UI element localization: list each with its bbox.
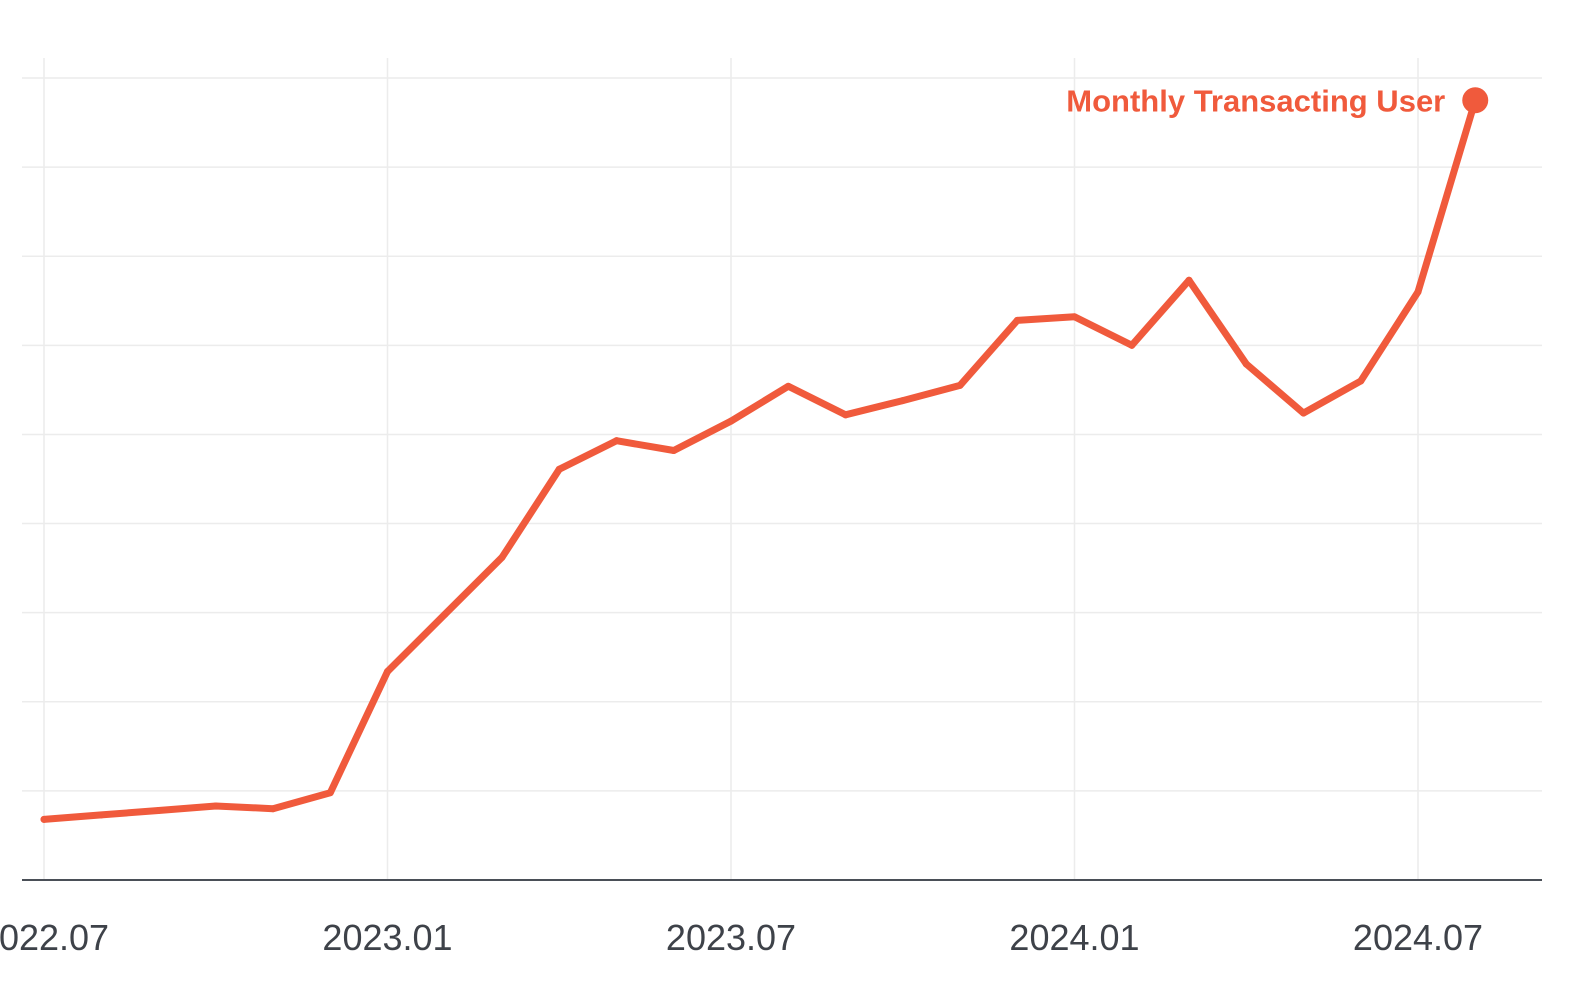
data-point xyxy=(1013,316,1021,324)
data-point xyxy=(155,806,162,814)
series-label: Monthly Transacting User xyxy=(1066,83,1445,118)
series-layer: Monthly Transacting User xyxy=(40,83,1489,823)
data-point xyxy=(40,815,48,823)
data-point xyxy=(1071,313,1078,321)
x-tick-label: 2024.01 xyxy=(1009,917,1139,958)
data-point xyxy=(97,811,105,819)
data-point xyxy=(1185,276,1193,284)
data-point xyxy=(727,417,735,425)
x-tick-label: 2023.01 xyxy=(322,917,452,958)
data-point xyxy=(784,382,792,390)
x-tick-label: 2024.07 xyxy=(1353,917,1483,958)
data-point xyxy=(956,381,964,389)
x-tick-label: 2022.07 xyxy=(0,917,109,958)
data-point xyxy=(555,465,563,473)
data-point xyxy=(1300,409,1307,417)
data-point xyxy=(1357,377,1365,385)
data-point xyxy=(899,397,907,405)
series-line-monthly-transacting-user xyxy=(40,96,1479,823)
data-point xyxy=(212,802,220,810)
data-point xyxy=(670,446,678,454)
data-point xyxy=(613,437,620,445)
vertical-gridlines xyxy=(43,58,1419,880)
data-point xyxy=(441,610,449,618)
data-point xyxy=(1242,360,1250,368)
x-axis-tick-labels: 2022.07 2023.01 2023.07 2024.01 2024.07 xyxy=(0,917,1483,958)
data-point xyxy=(1128,341,1136,349)
data-point xyxy=(269,805,277,813)
data-point xyxy=(326,789,334,797)
series-end-marker xyxy=(1462,87,1489,114)
data-point xyxy=(1414,288,1422,296)
data-point xyxy=(384,667,391,675)
horizontal-gridlines xyxy=(22,77,1542,792)
x-tick-label: 2023.07 xyxy=(666,917,796,958)
data-point xyxy=(498,553,506,561)
data-point xyxy=(842,411,849,419)
